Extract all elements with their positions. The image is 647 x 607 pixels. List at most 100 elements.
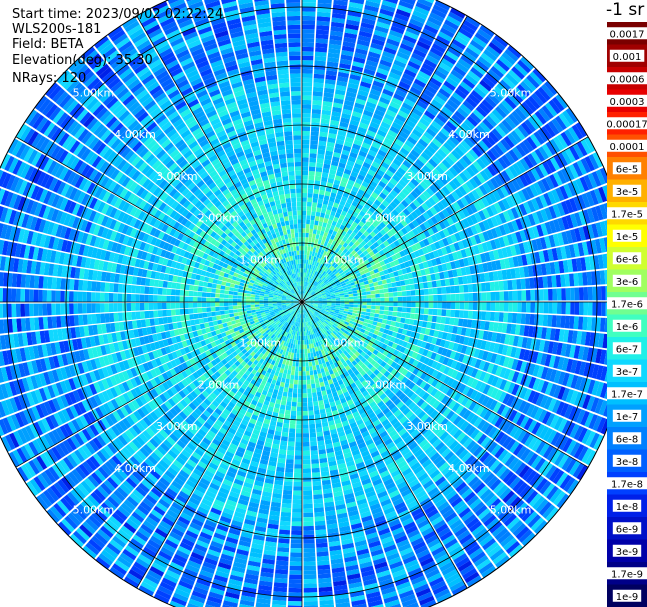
range-gate <box>478 263 484 273</box>
range-gate <box>420 255 427 263</box>
range-gate <box>474 32 490 45</box>
range-gate <box>486 229 494 240</box>
range-gate <box>396 134 407 143</box>
range-gate <box>346 160 355 167</box>
range-gate <box>295 442 302 447</box>
range-gate <box>293 490 302 496</box>
range-gate <box>369 180 378 188</box>
range-gate <box>413 48 427 59</box>
range-gate <box>425 54 440 65</box>
range-gate <box>375 184 384 192</box>
range-gate <box>282 498 292 504</box>
range-gate <box>310 291 315 295</box>
range-gate <box>307 273 310 278</box>
range-gate <box>337 243 343 250</box>
range-gate <box>317 0 332 4</box>
range-gate <box>315 271 319 277</box>
range-gate <box>460 122 472 134</box>
range-gate <box>507 280 513 290</box>
range-gate <box>340 245 346 252</box>
range-gate <box>376 206 384 214</box>
range-gate <box>386 109 397 118</box>
range-gate <box>323 287 329 291</box>
range-gate <box>438 230 446 239</box>
range-gate <box>333 276 338 281</box>
range-gate <box>517 104 531 118</box>
range-gate <box>425 84 438 95</box>
range-gate <box>456 250 463 260</box>
range-gate <box>393 17 408 26</box>
range-gate <box>280 440 288 446</box>
range-gate <box>321 259 326 265</box>
range-gate <box>308 259 311 265</box>
range-gate <box>403 98 416 108</box>
range-gate <box>361 142 371 150</box>
range-gate <box>504 116 517 129</box>
range-gate <box>391 266 398 272</box>
range-gate <box>321 176 328 183</box>
range-gate <box>441 186 451 196</box>
range-gate <box>310 215 316 221</box>
range-gate <box>309 162 316 167</box>
range-gate <box>488 192 498 204</box>
range-gate <box>559 185 569 200</box>
range-gate <box>408 222 416 230</box>
range-gate <box>490 239 497 250</box>
range-gate <box>380 121 391 130</box>
range-gate <box>277 547 290 553</box>
range-gate <box>325 74 337 81</box>
range-gate <box>503 135 515 149</box>
range-gate <box>303 296 307 300</box>
range-gate <box>302 459 311 465</box>
range-gate <box>479 121 491 134</box>
range-gate <box>376 21 391 30</box>
range-gate <box>343 104 354 111</box>
range-gate <box>317 395 323 401</box>
range-gate <box>354 240 361 247</box>
range-gate <box>396 51 410 61</box>
range-gate <box>298 371 302 376</box>
range-gate <box>486 179 496 191</box>
range-gate <box>316 207 322 213</box>
range-gate <box>586 240 594 255</box>
range-gate <box>326 298 332 301</box>
range-gate <box>383 240 390 247</box>
range-gate <box>385 169 394 178</box>
range-gate <box>547 275 553 288</box>
range-gate <box>295 437 302 443</box>
range-gate <box>348 309 353 313</box>
range-gate <box>344 297 350 300</box>
range-gate <box>309 432 317 438</box>
range-gate <box>343 289 349 293</box>
range-gate <box>368 51 381 59</box>
range-gate <box>309 148 318 154</box>
range-gate <box>328 215 335 221</box>
range-gate <box>356 289 362 293</box>
range-gate <box>415 217 423 225</box>
range-gate <box>331 220 337 227</box>
range-gate <box>552 233 560 247</box>
range-gate <box>302 223 306 229</box>
range-gate <box>333 226 340 233</box>
range-gate <box>356 94 368 101</box>
range-gate <box>393 217 401 225</box>
range-gate <box>556 202 566 217</box>
range-gate <box>595 222 604 237</box>
range-gate <box>285 405 292 411</box>
range-gate <box>452 92 465 103</box>
range-gate <box>379 203 387 211</box>
range-gate <box>291 401 297 407</box>
range-gate <box>347 229 353 235</box>
range-gate <box>331 13 346 20</box>
range-gate <box>526 74 540 89</box>
range-gate <box>357 243 364 250</box>
range-gate <box>560 131 572 147</box>
range-gate <box>459 310 464 318</box>
range-gate <box>420 92 433 103</box>
range-gate <box>438 188 447 198</box>
range-gate <box>374 313 380 318</box>
range-gate <box>382 218 390 226</box>
range-gate <box>523 201 532 214</box>
range-gate <box>399 211 407 219</box>
range-gate <box>327 52 340 59</box>
